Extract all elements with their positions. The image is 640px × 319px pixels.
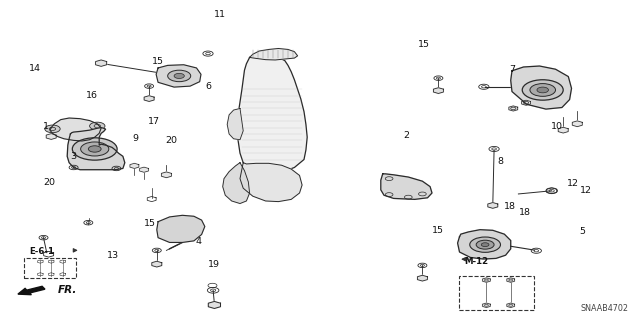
FancyArrow shape (18, 286, 45, 295)
Polygon shape (208, 301, 221, 308)
Text: 6: 6 (205, 82, 211, 91)
Polygon shape (156, 65, 201, 87)
Polygon shape (483, 278, 490, 282)
Text: 5: 5 (579, 227, 586, 236)
Polygon shape (507, 303, 515, 308)
Text: 15: 15 (145, 219, 156, 228)
Polygon shape (46, 134, 56, 139)
Polygon shape (433, 88, 444, 93)
Circle shape (470, 237, 500, 252)
Circle shape (90, 122, 105, 130)
Circle shape (45, 125, 60, 133)
Polygon shape (144, 96, 154, 101)
Polygon shape (511, 66, 572, 109)
Polygon shape (522, 100, 531, 105)
Text: 14: 14 (29, 64, 41, 73)
Text: 15: 15 (433, 226, 444, 235)
Polygon shape (509, 106, 518, 111)
Text: 17: 17 (148, 117, 159, 126)
Circle shape (81, 142, 109, 156)
Circle shape (174, 73, 184, 78)
Text: 2: 2 (403, 131, 410, 140)
Polygon shape (95, 60, 107, 66)
Text: E-6-1: E-6-1 (29, 247, 54, 256)
Circle shape (171, 225, 188, 233)
Text: FR.: FR. (58, 285, 77, 295)
Polygon shape (223, 163, 250, 204)
Polygon shape (237, 54, 307, 174)
Text: 4: 4 (195, 237, 202, 246)
Circle shape (88, 146, 101, 152)
Circle shape (530, 84, 556, 96)
Text: 7: 7 (509, 65, 515, 74)
Circle shape (522, 80, 563, 100)
Polygon shape (507, 278, 515, 282)
Circle shape (476, 240, 494, 249)
Text: 20: 20 (44, 178, 55, 187)
Polygon shape (240, 163, 302, 202)
Polygon shape (488, 203, 498, 208)
Polygon shape (227, 108, 243, 140)
Polygon shape (140, 167, 148, 172)
Text: 13: 13 (108, 251, 119, 260)
Polygon shape (417, 275, 428, 281)
Text: 18: 18 (504, 202, 516, 211)
Circle shape (481, 243, 489, 247)
Polygon shape (152, 261, 162, 267)
Text: 1: 1 (43, 122, 49, 130)
Circle shape (175, 227, 183, 231)
Text: 3: 3 (70, 152, 77, 161)
Text: 9: 9 (132, 134, 139, 143)
Polygon shape (50, 118, 101, 141)
Text: 19: 19 (209, 260, 220, 269)
Text: 12: 12 (567, 179, 579, 188)
Circle shape (537, 87, 548, 93)
Text: 12: 12 (580, 186, 591, 195)
Circle shape (165, 222, 193, 236)
Polygon shape (157, 215, 205, 242)
Text: 8: 8 (497, 157, 504, 166)
Circle shape (168, 70, 191, 82)
Polygon shape (483, 303, 490, 308)
Polygon shape (458, 230, 511, 259)
Text: 18: 18 (519, 208, 531, 217)
Polygon shape (67, 128, 125, 170)
Text: 15: 15 (152, 57, 164, 66)
Polygon shape (130, 163, 139, 168)
Polygon shape (558, 127, 568, 133)
Text: 20: 20 (166, 136, 177, 145)
Text: M-12: M-12 (465, 257, 489, 266)
Polygon shape (572, 121, 582, 127)
Text: SNAAB4702: SNAAB4702 (581, 304, 628, 313)
Polygon shape (161, 172, 172, 178)
Text: 15: 15 (418, 40, 429, 48)
Text: 16: 16 (86, 91, 97, 100)
Polygon shape (381, 174, 432, 199)
Circle shape (72, 138, 117, 160)
Text: 10: 10 (551, 122, 563, 131)
Text: 11: 11 (214, 10, 225, 19)
Polygon shape (250, 48, 298, 60)
